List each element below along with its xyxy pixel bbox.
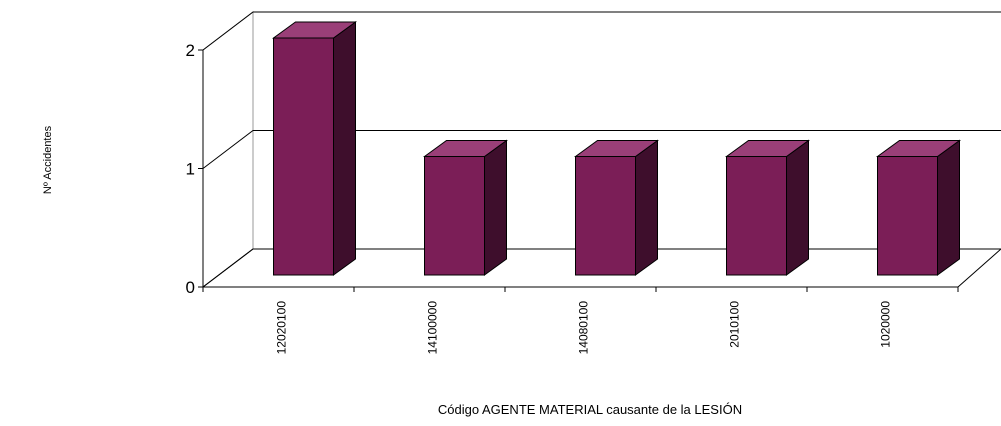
bar [875, 139, 962, 276]
x-tick-label: 12020100 [275, 301, 289, 355]
x-axis-label: Código AGENTE MATERIAL causante de la LE… [438, 402, 742, 417]
gridline [202, 130, 1001, 169]
bar-front [424, 156, 485, 276]
bar-front [877, 156, 938, 276]
bar-side [333, 21, 356, 276]
bar-front [575, 156, 636, 276]
bar-front [273, 37, 334, 276]
x-tick-label: 14100000 [426, 301, 440, 355]
y-tick-label: 1 [186, 160, 195, 179]
x-tick-label: 1020000 [879, 301, 893, 348]
bar [724, 139, 811, 276]
y-tick-labels: 0 1 2 [186, 41, 195, 297]
y-tick-label: 2 [186, 41, 195, 60]
y-tick-label: 0 [186, 278, 195, 297]
x-tick-labels: 12020100 14100000 14080100 2010100 1020000 [275, 301, 893, 355]
bar [573, 139, 660, 276]
gridline [202, 11, 1001, 51]
bar-side [635, 139, 658, 276]
bar-side [786, 139, 809, 276]
bar [271, 21, 358, 276]
bar-front [726, 156, 787, 276]
bar-side [937, 139, 960, 276]
y-axis-label: Nº Accidentes [42, 125, 54, 194]
x-tick-label: 2010100 [728, 301, 742, 348]
bars [271, 21, 962, 276]
bar [422, 139, 509, 276]
axes [198, 49, 959, 292]
bar-side [484, 139, 507, 276]
x-tick-label: 14080100 [577, 301, 591, 355]
